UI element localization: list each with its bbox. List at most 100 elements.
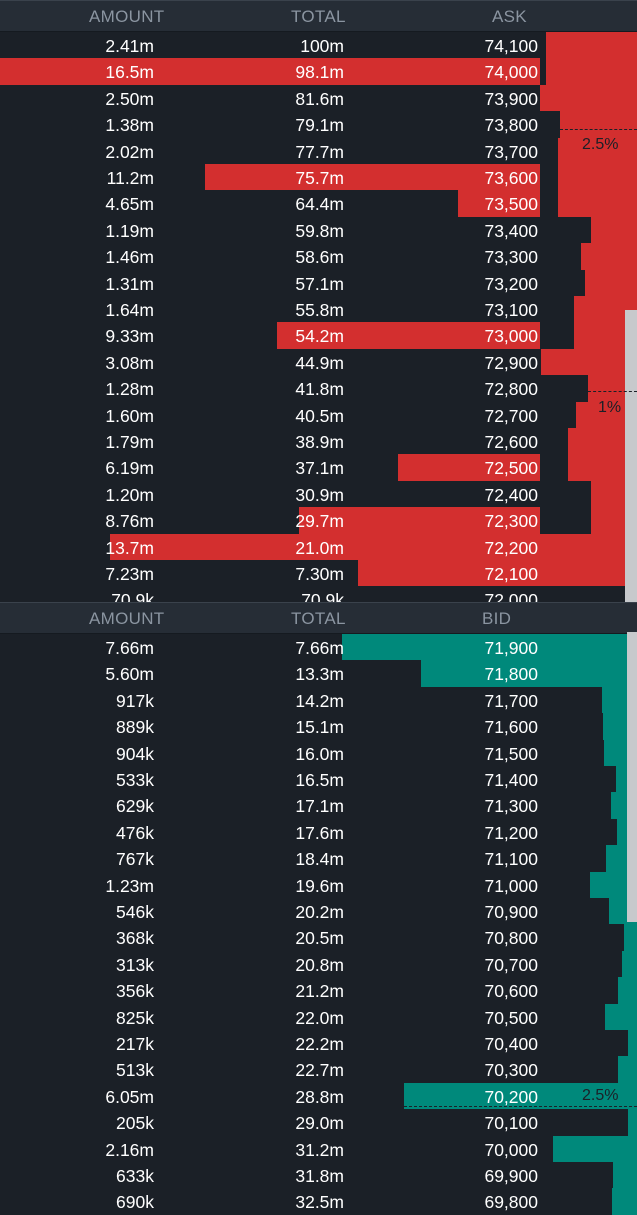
bid-row[interactable]: 633k 31.8m 69,900	[0, 1162, 637, 1189]
bid-row[interactable]: 513k 22.7m 70,300	[0, 1056, 637, 1083]
price-cell: 71,000	[484, 875, 538, 896]
price-cell: 71,200	[484, 822, 538, 843]
ask-row[interactable]: 1.46m 58.6m 73,300	[0, 243, 637, 270]
ask-row[interactable]: 1.31m 57.1m 73,200	[0, 269, 637, 296]
amount-column-header[interactable]: AMOUNT	[89, 7, 165, 26]
ask-row[interactable]: 1.20m 30.9m 72,400	[0, 480, 637, 508]
bid-row[interactable]: 356k 21.2m 70,600	[0, 977, 637, 1004]
bid-row[interactable]: 767k 18.4m 71,100	[0, 845, 637, 872]
ask-amount-bar	[277, 322, 540, 349]
ask-row[interactable]: 2.41m 100m 74,100	[0, 32, 637, 59]
bid-row[interactable]: 904k 16.0m 71,500	[0, 739, 637, 766]
bid-row[interactable]: 690k 32.5m 69,800	[0, 1188, 637, 1215]
bid-row[interactable]: 917k 14.2m 71,700	[0, 686, 637, 714]
bid-row[interactable]: 5.60m 13.3m 71,800	[0, 660, 637, 687]
ask-depth-bar	[546, 32, 637, 59]
ask-row[interactable]: 2.50m 81.6m 73,900	[0, 84, 637, 112]
amount-cell: 1.31m	[105, 273, 154, 294]
total-column-header[interactable]: TOTAL	[291, 7, 346, 26]
total-cell: 58.6m	[295, 247, 344, 268]
total-cell: 64.4m	[295, 194, 344, 215]
total-cell: 19.6m	[295, 875, 344, 896]
price-cell: 69,800	[484, 1192, 538, 1213]
total-cell: 37.1m	[295, 458, 344, 479]
amount-column-header[interactable]: AMOUNT	[89, 609, 165, 628]
ask-row[interactable]: 2.02m 77.7m 73,700	[0, 137, 637, 164]
price-cell: 71,800	[484, 664, 538, 685]
amount-cell: 7.23m	[105, 564, 154, 584]
total-cell: 16.5m	[295, 770, 344, 790]
price-cell: 73,100	[484, 300, 538, 320]
ask-row[interactable]: 6.19m 37.1m 72,500	[0, 454, 637, 481]
amount-cell: 217k	[116, 1034, 154, 1054]
ask-depth-bar	[540, 84, 637, 112]
bid-row[interactable]: 368k 20.5m 70,800	[0, 924, 637, 951]
price-cell: 73,600	[484, 168, 538, 188]
ask-row[interactable]: 3.08m 44.9m 72,900	[0, 348, 637, 376]
amount-cell: 546k	[116, 902, 154, 922]
bid-depth-bar	[613, 1162, 637, 1189]
amount-cell: 5.60m	[105, 664, 154, 685]
bid-row[interactable]: 889k 15.1m 71,600	[0, 713, 637, 740]
ask-row[interactable]: 1.64m 55.8m 73,100	[0, 296, 637, 323]
price-cell: 70,000	[484, 1139, 538, 1160]
ask-depth-bar	[591, 216, 637, 244]
amount-cell: 9.33m	[105, 326, 154, 347]
bid-row[interactable]: 825k 22.0m 70,500	[0, 1003, 637, 1030]
price-cell: 72,600	[484, 432, 538, 452]
total-cell: 30.9m	[295, 484, 344, 505]
total-column-header[interactable]: TOTAL	[291, 609, 346, 628]
amount-cell: 2.50m	[105, 88, 154, 109]
ask-row[interactable]: 13.7m 21.0m 72,200	[0, 533, 637, 560]
ask-row[interactable]: 7.23m 7.30m 72,100	[0, 560, 637, 587]
bid-row[interactable]: 629k 17.1m 71,300	[0, 792, 637, 819]
price-cell: 74,000	[484, 62, 538, 83]
bid-row[interactable]: 533k 16.5m 71,400	[0, 766, 637, 793]
bid-row[interactable]: 1.23m 19.6m 71,000	[0, 871, 637, 898]
total-cell: 7.66m	[295, 638, 344, 658]
bid-row[interactable]: 217k 22.2m 70,400	[0, 1030, 637, 1057]
amount-cell: 205k	[116, 1113, 154, 1134]
ask-row[interactable]: 1.79m 38.9m 72,600	[0, 428, 637, 455]
ask-scrollbar[interactable]	[625, 310, 637, 602]
bid-amount-bar	[404, 1082, 540, 1110]
bid-row[interactable]: 546k 20.2m 70,900	[0, 898, 637, 925]
price-cell: 72,800	[484, 379, 538, 400]
ask-column-header[interactable]: ASK	[492, 7, 527, 26]
total-cell: 41.8m	[295, 379, 344, 400]
bid-row[interactable]: 2.16m 31.2m 70,000	[0, 1135, 637, 1162]
ask-row[interactable]: 1.38m 79.1m 73,800	[0, 111, 637, 138]
ask-row[interactable]: 11.2m 75.7m 73,600	[0, 164, 637, 191]
ask-row[interactable]: 1.60m 40.5m 72,700	[0, 401, 637, 428]
bid-row[interactable]: 313k 20.8m 70,700	[0, 950, 637, 978]
ask-row[interactable]: 1.19m 59.8m 73,400	[0, 216, 637, 244]
ask-row[interactable]: 16.5m 98.1m 74,000	[0, 58, 637, 85]
ask-row[interactable]: 8.76m 29.7m 72,300	[0, 507, 637, 534]
amount-cell: 767k	[116, 849, 154, 870]
bid-depth-bar	[605, 1003, 637, 1030]
bid-row[interactable]: 205k 29.0m 70,100	[0, 1109, 637, 1136]
total-cell: 29.7m	[295, 511, 344, 532]
amount-cell: 889k	[116, 717, 154, 738]
total-cell: 75.7m	[295, 168, 344, 188]
price-cell: 71,400	[484, 770, 538, 790]
bid-depth-bar	[628, 1030, 637, 1057]
ask-amount-bar	[0, 58, 540, 85]
total-cell: 31.2m	[295, 1139, 344, 1160]
bid-row[interactable]: 7.66m 7.66m 71,900	[0, 634, 637, 661]
bid-row[interactable]: 6.05m 28.8m 70,200	[0, 1082, 637, 1110]
total-cell: 31.8m	[295, 1166, 344, 1186]
bid-row[interactable]: 476k 17.6m 71,200	[0, 818, 637, 846]
bid-column-header[interactable]: BID	[482, 609, 512, 628]
ask-row[interactable]: 1.28m 41.8m 72,800	[0, 375, 637, 402]
price-cell: 70,500	[484, 1007, 538, 1028]
total-cell: 20.2m	[295, 902, 344, 922]
ask-depth-bar	[541, 348, 637, 376]
bid-depth-bar	[628, 1109, 637, 1136]
bid-depth-bar	[618, 1056, 637, 1083]
price-cell: 72,700	[484, 405, 538, 426]
bid-header: AMOUNT TOTAL BID	[0, 602, 637, 634]
ask-row[interactable]: 9.33m 54.2m 73,000	[0, 322, 637, 349]
bid-scrollbar[interactable]	[627, 632, 637, 922]
ask-row[interactable]: 4.65m 64.4m 73,500	[0, 190, 637, 217]
